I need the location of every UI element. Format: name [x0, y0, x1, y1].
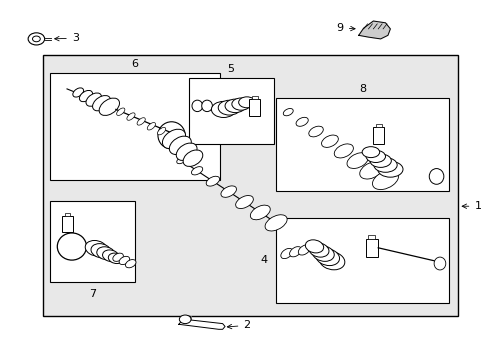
Ellipse shape [113, 253, 123, 261]
Polygon shape [358, 21, 389, 39]
Ellipse shape [158, 122, 185, 149]
Ellipse shape [221, 186, 236, 197]
Bar [366, 239, 377, 257]
Bar [276, 98, 448, 191]
Ellipse shape [308, 126, 323, 137]
Ellipse shape [319, 252, 344, 270]
Ellipse shape [289, 247, 301, 257]
Circle shape [179, 315, 191, 324]
Ellipse shape [183, 150, 203, 166]
Text: 9: 9 [336, 23, 354, 33]
Ellipse shape [433, 257, 445, 270]
Ellipse shape [86, 93, 102, 106]
Ellipse shape [191, 167, 203, 175]
Ellipse shape [176, 143, 197, 161]
Ellipse shape [57, 233, 86, 260]
Text: 8: 8 [358, 84, 365, 94]
Ellipse shape [137, 118, 145, 125]
Ellipse shape [308, 243, 328, 257]
Ellipse shape [102, 250, 119, 262]
Ellipse shape [280, 248, 292, 258]
Ellipse shape [192, 100, 202, 112]
Ellipse shape [298, 245, 310, 255]
Ellipse shape [334, 144, 353, 158]
Polygon shape [179, 316, 224, 329]
Ellipse shape [91, 244, 111, 258]
Ellipse shape [73, 88, 83, 97]
Circle shape [28, 33, 44, 45]
Ellipse shape [92, 95, 110, 111]
Ellipse shape [125, 260, 136, 268]
Ellipse shape [428, 168, 443, 184]
Ellipse shape [119, 256, 129, 265]
Ellipse shape [250, 205, 270, 220]
Bar [62, 216, 73, 232]
Ellipse shape [162, 129, 185, 149]
Ellipse shape [312, 246, 334, 261]
Ellipse shape [224, 99, 245, 113]
Bar [42, 55, 458, 316]
Ellipse shape [369, 154, 390, 167]
Bar [249, 99, 260, 116]
Text: 4: 4 [260, 255, 267, 265]
Bar [50, 73, 220, 180]
Ellipse shape [99, 98, 119, 116]
Ellipse shape [346, 153, 367, 168]
Text: 1: 1 [461, 201, 480, 211]
Ellipse shape [108, 253, 122, 264]
Ellipse shape [321, 135, 338, 147]
Bar [188, 78, 273, 144]
Ellipse shape [362, 147, 379, 158]
Text: 3: 3 [55, 33, 79, 43]
Ellipse shape [201, 100, 212, 112]
Ellipse shape [238, 97, 255, 108]
Bar [372, 127, 383, 144]
Ellipse shape [147, 122, 155, 130]
Ellipse shape [157, 127, 165, 135]
Ellipse shape [176, 157, 185, 164]
Ellipse shape [283, 108, 293, 116]
Ellipse shape [211, 102, 235, 117]
Ellipse shape [377, 161, 402, 177]
Ellipse shape [295, 117, 307, 126]
Ellipse shape [315, 249, 339, 266]
Bar [276, 217, 448, 303]
Ellipse shape [218, 100, 240, 115]
Ellipse shape [373, 158, 396, 172]
Bar [375, 123, 381, 127]
Circle shape [32, 36, 40, 42]
Ellipse shape [305, 240, 323, 253]
Bar [50, 202, 135, 282]
Bar [64, 213, 70, 216]
Ellipse shape [359, 162, 383, 179]
Ellipse shape [235, 195, 253, 208]
Text: 5: 5 [227, 64, 234, 74]
Ellipse shape [264, 215, 286, 231]
Ellipse shape [366, 150, 385, 162]
Ellipse shape [206, 176, 219, 186]
Ellipse shape [79, 90, 92, 102]
Bar [368, 235, 374, 239]
Ellipse shape [231, 98, 250, 110]
Text: 2: 2 [227, 320, 250, 330]
Text: 6: 6 [131, 59, 138, 69]
Ellipse shape [372, 170, 398, 190]
Ellipse shape [126, 113, 135, 120]
Ellipse shape [97, 247, 115, 260]
Bar [251, 96, 258, 99]
Ellipse shape [117, 108, 124, 116]
Ellipse shape [169, 136, 191, 154]
Text: 7: 7 [89, 289, 96, 299]
Ellipse shape [85, 240, 107, 256]
